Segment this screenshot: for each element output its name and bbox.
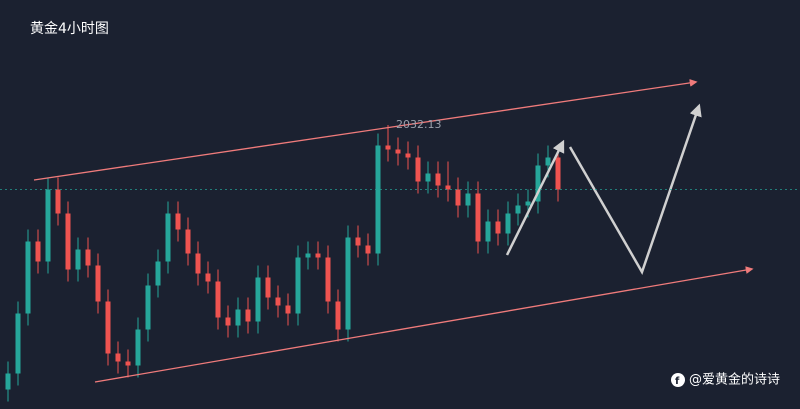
candle-body (255, 277, 261, 322)
candle-body (455, 189, 461, 206)
candle-body (385, 145, 391, 150)
candle-body (425, 173, 431, 182)
candle-body (465, 193, 471, 206)
candle-body (535, 165, 541, 202)
candle-body (355, 237, 361, 246)
candle-body (55, 189, 61, 214)
candle-body (265, 277, 271, 298)
chart-title: 黄金4小时图 (30, 20, 109, 37)
candle-body (35, 241, 41, 262)
candle-body (335, 301, 341, 330)
candle-body (515, 205, 521, 214)
candle-body (105, 301, 111, 354)
candle-body (445, 185, 451, 190)
candle-body (235, 309, 241, 326)
candle-body (555, 157, 561, 190)
candle-body (305, 253, 311, 258)
candle-body (175, 213, 181, 230)
candle-body (125, 361, 131, 366)
candle-body (85, 249, 91, 266)
channel-bottom (94, 266, 754, 383)
watermark: @爱黄金的诗诗 (689, 372, 780, 388)
candle-body (525, 201, 531, 206)
candle-body (195, 253, 201, 274)
candle-body (95, 265, 101, 302)
candle-body (405, 153, 411, 158)
projection-arrow (505, 139, 565, 256)
candle-body (415, 157, 421, 182)
candle-body (345, 237, 351, 330)
candle-body (135, 329, 141, 366)
candle-body (165, 213, 171, 262)
candle-body (295, 257, 301, 314)
candle-body (245, 309, 251, 322)
candle-body (185, 229, 191, 254)
candles (5, 124, 561, 402)
candle-body (115, 353, 121, 362)
candle-body (375, 145, 381, 254)
watermark-icon (671, 373, 685, 387)
candle-body (485, 221, 491, 242)
candle-body (325, 257, 331, 302)
candle-body (395, 149, 401, 154)
candle-body (435, 173, 441, 186)
candle-body (75, 249, 81, 270)
candle-body (15, 313, 21, 374)
candle-body (225, 317, 231, 326)
candle-body (215, 281, 221, 318)
candle-body (205, 273, 211, 282)
candle-body (475, 193, 481, 242)
candle-body (495, 221, 501, 234)
high-label: 2032.13 (396, 118, 442, 131)
candle-body (155, 261, 161, 286)
candle-body (275, 297, 281, 306)
candle-body (505, 213, 511, 234)
candle-body (285, 305, 291, 314)
channel-top (33, 79, 698, 181)
candle-body (145, 285, 151, 330)
candle-body (5, 373, 11, 390)
candle-body (315, 253, 321, 258)
watermark-icon-letter: f (675, 376, 680, 387)
candle-body (65, 213, 71, 270)
candle-body (365, 245, 371, 254)
candle-body (25, 241, 31, 314)
candle-body (545, 157, 551, 166)
candle-body (45, 189, 51, 262)
projection-arrow (568, 103, 702, 276)
